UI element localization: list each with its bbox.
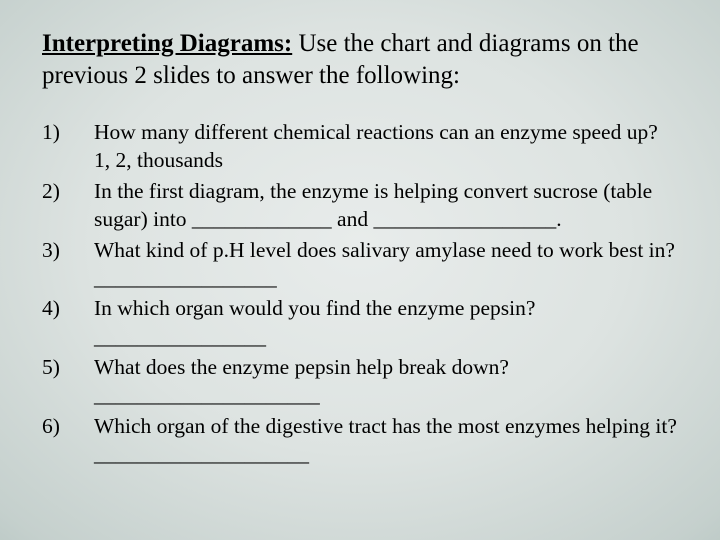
question-list: How many different chemical reactions ca… [42,118,678,469]
question-4: In which organ would you find the enzyme… [42,294,678,351]
question-6: Which organ of the digestive tract has t… [42,412,678,469]
question-text: What kind of p.H level does salivary amy… [94,238,675,290]
title-bold: Interpreting Diagrams: [42,30,292,57]
question-1: How many different chemical reactions ca… [42,118,678,175]
question-3: What kind of p.H level does salivary amy… [42,236,678,293]
question-text: In the first diagram, the enzyme is help… [94,179,652,231]
question-2: In the first diagram, the enzyme is help… [42,177,678,234]
question-text: In which organ would you find the enzyme… [94,296,535,348]
question-5: What does the enzyme pepsin help break d… [42,353,678,410]
slide-title: Interpreting Diagrams: Use the chart and… [42,28,678,92]
question-text: How many different chemical reactions ca… [94,120,658,172]
slide: Interpreting Diagrams: Use the chart and… [0,0,720,540]
question-text: Which organ of the digestive tract has t… [94,414,677,466]
question-text: What does the enzyme pepsin help break d… [94,355,509,407]
